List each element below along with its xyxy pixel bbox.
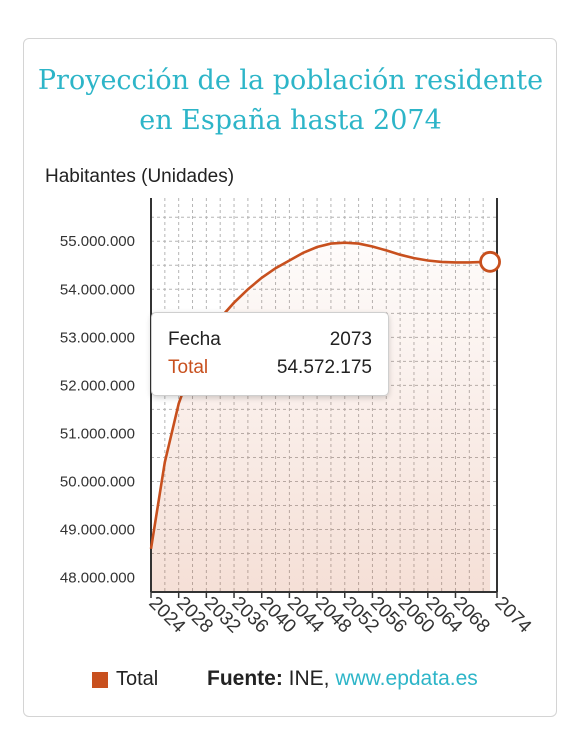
tooltip-total-value: 54.572.175 bbox=[276, 357, 372, 378]
y-tick-label: 50.000.000 bbox=[60, 473, 135, 490]
series-area-total bbox=[151, 242, 491, 592]
tooltip: Fecha 2073 Total 54.572.175 bbox=[151, 312, 389, 396]
y-axis-label: Habitantes (Unidades) bbox=[45, 166, 235, 187]
y-tick-label: 48.000.000 bbox=[60, 570, 135, 587]
chart-title: Proyección de la población residente en … bbox=[0, 61, 581, 141]
legend[interactable]: Total bbox=[92, 668, 158, 691]
tooltip-row-total: Total 54.572.175 bbox=[168, 357, 372, 379]
tooltip-total-label: Total bbox=[168, 357, 209, 378]
y-tick-label: 53.000.000 bbox=[60, 329, 135, 346]
source-credit: Fuente: INE, www.epdata.es bbox=[207, 667, 478, 691]
source-link[interactable]: www.epdata.es bbox=[335, 667, 478, 690]
source-text: INE, bbox=[282, 667, 336, 690]
chart-title-line-1: Proyección de la población residente bbox=[37, 65, 544, 96]
x-tick-labels: 2024202820322036204020442048205220562060… bbox=[144, 592, 536, 638]
legend-label-total: Total bbox=[116, 668, 159, 690]
y-tick-label: 55.000.000 bbox=[60, 233, 135, 250]
legend-swatch-total bbox=[92, 671, 108, 688]
tooltip-fecha-value: 2073 bbox=[329, 329, 372, 350]
y-tick-label: 52.000.000 bbox=[60, 377, 135, 394]
y-tick-label: 49.000.000 bbox=[60, 522, 135, 539]
y-tick-label: 51.000.000 bbox=[60, 425, 135, 442]
y-tick-labels: 48.000.000 49.000.000 50.000.000 51.000.000… bbox=[60, 233, 135, 586]
tooltip-row-fecha: Fecha 2073 bbox=[168, 329, 372, 351]
y-tick-label: 54.000.000 bbox=[60, 281, 135, 298]
highlight-point[interactable] bbox=[479, 250, 501, 273]
x-tick-label: 2074 bbox=[490, 593, 535, 638]
chart-title-line-2: en España hasta 2074 bbox=[139, 105, 442, 136]
source-label: Fuente: bbox=[207, 667, 283, 690]
tooltip-fecha-label: Fecha bbox=[168, 329, 221, 350]
